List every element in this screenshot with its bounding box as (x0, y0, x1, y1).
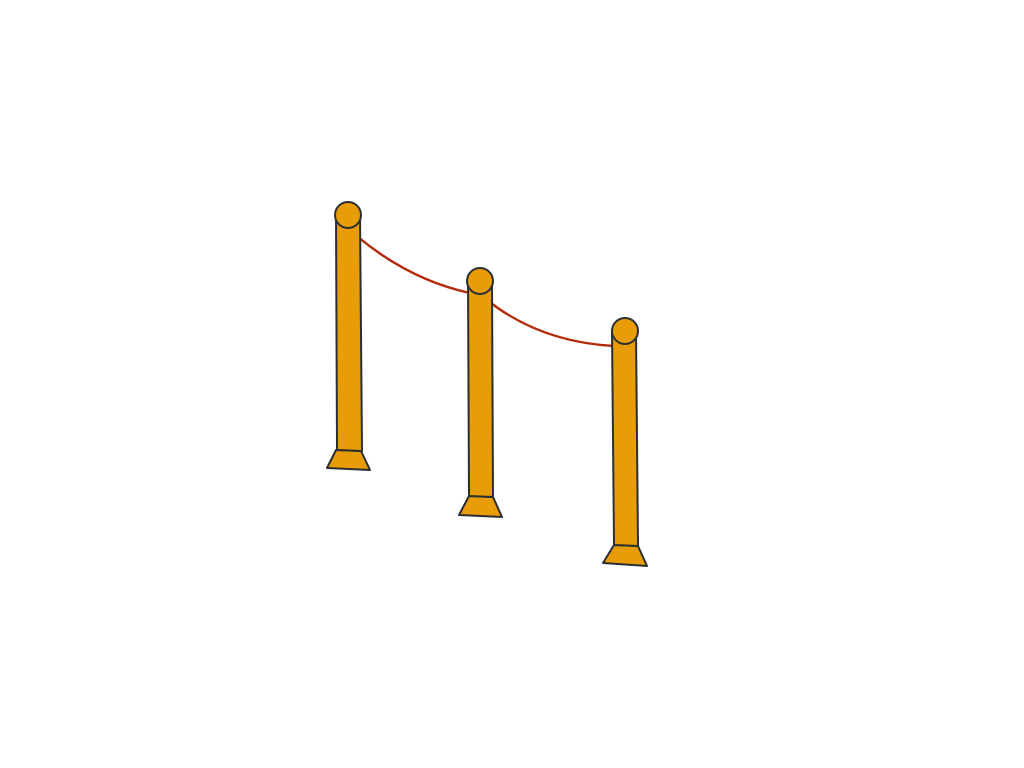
post-shaft (335, 213, 363, 452)
barrier-rope-right (485, 298, 616, 348)
post-shaft (611, 329, 639, 547)
stanchion-post-right (602, 317, 648, 567)
post-cap (611, 317, 639, 345)
stanchion-post-left (326, 201, 371, 471)
post-base (458, 495, 503, 518)
post-shaft (467, 279, 494, 498)
stanchion-post-middle (458, 267, 503, 518)
post-cap (334, 201, 362, 229)
post-base (602, 544, 648, 567)
post-cap (466, 267, 494, 295)
barrier-rope-left (356, 235, 472, 295)
post-base (326, 449, 371, 471)
